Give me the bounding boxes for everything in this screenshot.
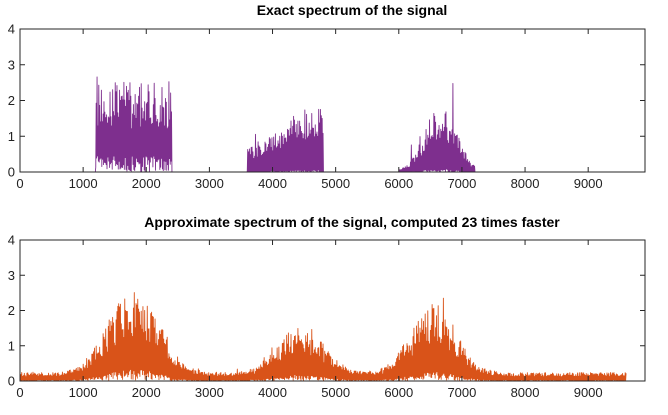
x-tick-label: 2000 [132,385,161,400]
x-tick-label: 0 [16,385,23,400]
x-tick-label: 1000 [69,176,98,191]
x-tick-label: 8000 [511,385,540,400]
series-line [19,292,627,382]
x-tick-label: 7000 [447,385,476,400]
x-tick-label: 3000 [195,385,224,400]
x-tick-label: 5000 [321,176,350,191]
y-tick-label: 1 [8,129,15,144]
y-tick-label: 2 [8,303,15,318]
x-tick-label: 9000 [574,176,603,191]
x-tick-label: 3000 [195,176,224,191]
x-tick-label: 0 [16,176,23,191]
series-line [19,76,627,173]
approximate-spectrum-chart: Approximate spectrum of the signal, comp… [8,214,646,400]
y-tick-label: 3 [8,57,15,72]
x-tick-label: 4000 [258,176,287,191]
x-tick-label: 5000 [321,385,350,400]
plot-area: 0 1000 2000 3000 4000 5000 6000 7000 8000 9000 0 1 2… [8,233,646,400]
x-tick-label: 1000 [69,385,98,400]
y-tick-label: 0 [8,374,15,389]
x-tick-label: 7000 [447,176,476,191]
x-tick-label: 4000 [258,385,287,400]
y-tick-label: 3 [8,268,15,283]
y-tick-label: 4 [8,233,15,248]
x-tick-label: 6000 [384,176,413,191]
chart-title: Exact spectrum of the signal [257,2,448,18]
y-tick-label: 0 [8,165,15,180]
x-tick-label: 6000 [384,385,413,400]
x-tick-label: 8000 [511,176,540,191]
x-tick-label: 9000 [574,385,603,400]
chart-title: Approximate spectrum of the signal, comp… [144,214,560,230]
y-tick-label: 1 [8,338,15,353]
x-tick-label: 2000 [132,176,161,191]
exact-spectrum-chart: Exact spectrum of the signal 0 1000 2000 30… [8,2,646,191]
y-tick-label: 2 [8,93,15,108]
plot-area: 0 1000 2000 3000 4000 5000 6000 7000 8000 9000 0 1 2… [8,22,646,191]
y-tick-label: 4 [8,22,15,37]
